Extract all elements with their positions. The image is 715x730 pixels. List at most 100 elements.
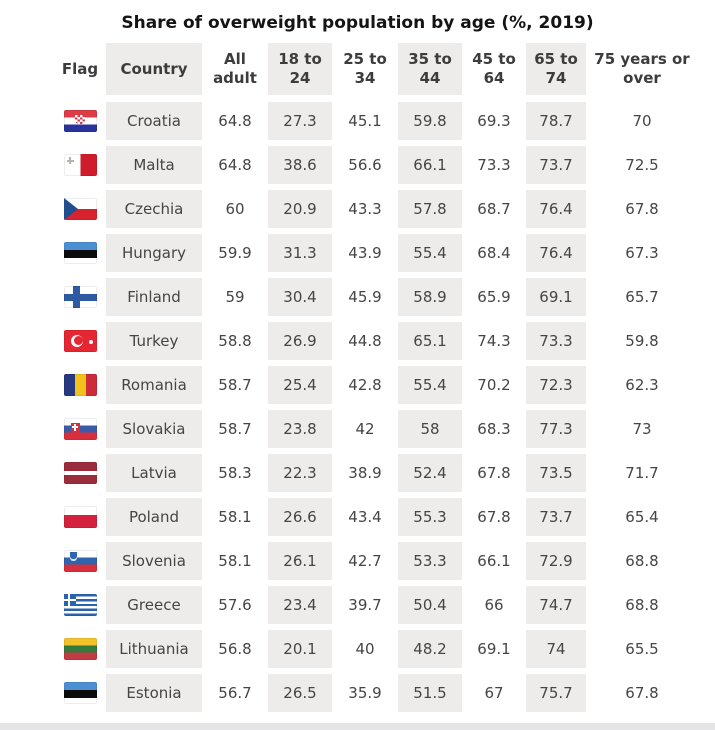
greece-flag-icon bbox=[63, 594, 97, 616]
slovakia-flag-icon bbox=[63, 418, 97, 440]
table-row: Romania 58.7 25.4 42.8 55.4 70.2 72.3 62… bbox=[58, 366, 715, 404]
table-row: Latvia 58.3 22.3 38.9 52.4 67.8 73.5 71.… bbox=[58, 454, 715, 492]
value-35-44: 57.8 bbox=[398, 190, 462, 228]
value-35-44: 50.4 bbox=[398, 586, 462, 624]
value-18-24: 31.3 bbox=[268, 234, 332, 272]
column-header-25-34: 25 to 34 bbox=[343, 50, 387, 87]
latvia-flag-icon bbox=[63, 462, 97, 484]
value-35-44: 58 bbox=[398, 410, 462, 448]
value-45-64: 73.3 bbox=[477, 156, 511, 174]
value-all-adult: 57.6 bbox=[218, 596, 252, 614]
value-all-adult: 60 bbox=[225, 200, 245, 218]
value-75-over: 65.5 bbox=[625, 640, 659, 658]
croatia-flag-icon bbox=[63, 110, 97, 132]
value-25-34: 42.8 bbox=[348, 376, 382, 394]
value-75-over: 68.8 bbox=[625, 596, 659, 614]
value-25-34: 56.6 bbox=[348, 156, 382, 174]
flag-cell bbox=[58, 146, 102, 184]
value-25-34: 43.4 bbox=[348, 508, 382, 526]
flag-cell bbox=[58, 630, 102, 668]
value-75-over: 59.8 bbox=[625, 332, 659, 350]
flag-cell bbox=[58, 322, 102, 360]
country-cell: Slovakia bbox=[106, 410, 202, 448]
table-rows: Croatia 64.8 27.3 45.1 59.8 69.3 78.7 70… bbox=[58, 102, 715, 712]
value-45-64: 66 bbox=[484, 596, 504, 614]
value-35-44: 55.3 bbox=[398, 498, 462, 536]
value-18-24: 26.9 bbox=[268, 322, 332, 360]
value-25-34: 42.7 bbox=[348, 552, 382, 570]
table-row: Slovakia 58.7 23.8 42 58 68.3 77.3 73 bbox=[58, 410, 715, 448]
value-18-24: 26.5 bbox=[268, 674, 332, 712]
flag-cell bbox=[58, 366, 102, 404]
flag-cell bbox=[58, 674, 102, 712]
table-row: Lithuania 56.8 20.1 40 48.2 69.1 74 65.5 bbox=[58, 630, 715, 668]
flag-cell bbox=[58, 498, 102, 536]
value-75-over: 72.5 bbox=[625, 156, 659, 174]
table-row: Slovenia 58.1 26.1 42.7 53.3 66.1 72.9 6… bbox=[58, 542, 715, 580]
value-25-34: 40 bbox=[355, 640, 375, 658]
value-65-74: 73.7 bbox=[526, 498, 586, 536]
value-25-34: 43.9 bbox=[348, 244, 382, 262]
value-18-24: 26.6 bbox=[268, 498, 332, 536]
flag-cell bbox=[58, 410, 102, 448]
malta-flag-icon bbox=[63, 154, 97, 176]
value-25-34: 45.9 bbox=[348, 288, 382, 306]
value-18-24: 27.3 bbox=[268, 102, 332, 140]
turkey-flag-icon bbox=[63, 330, 97, 352]
value-75-over: 73 bbox=[632, 420, 652, 438]
value-65-74: 75.7 bbox=[526, 674, 586, 712]
table-row: Czechia 60 20.9 43.3 57.8 68.7 76.4 67.8 bbox=[58, 190, 715, 228]
value-65-74: 73.7 bbox=[526, 146, 586, 184]
value-45-64: 74.3 bbox=[477, 332, 511, 350]
poland-flag-icon bbox=[63, 506, 97, 528]
table-row: Finland 59 30.4 45.9 58.9 65.9 69.1 65.7 bbox=[58, 278, 715, 316]
value-45-64: 68.7 bbox=[477, 200, 511, 218]
table-row: Estonia 56.7 26.5 35.9 51.5 67 75.7 67.8 bbox=[58, 674, 715, 712]
czechia-flag-icon bbox=[63, 198, 97, 220]
value-18-24: 38.6 bbox=[268, 146, 332, 184]
value-all-adult: 58.3 bbox=[218, 464, 252, 482]
value-18-24: 20.1 bbox=[268, 630, 332, 668]
table-row: Malta 64.8 38.6 56.6 66.1 73.3 73.7 72.5 bbox=[58, 146, 715, 184]
column-header-country: Country bbox=[106, 43, 202, 95]
value-all-adult: 58.1 bbox=[218, 552, 252, 570]
value-65-74: 76.4 bbox=[526, 190, 586, 228]
value-all-adult: 59.9 bbox=[218, 244, 252, 262]
value-25-34: 43.3 bbox=[348, 200, 382, 218]
value-all-adult: 56.7 bbox=[218, 684, 252, 702]
value-35-44: 48.2 bbox=[398, 630, 462, 668]
country-cell: Romania bbox=[106, 366, 202, 404]
column-header-flag: Flag bbox=[61, 59, 99, 78]
flag-cell bbox=[58, 586, 102, 624]
value-45-64: 66.1 bbox=[477, 552, 511, 570]
value-65-74: 74.7 bbox=[526, 586, 586, 624]
value-75-over: 71.7 bbox=[625, 464, 659, 482]
value-35-44: 53.3 bbox=[398, 542, 462, 580]
country-cell: Czechia bbox=[106, 190, 202, 228]
country-cell: Malta bbox=[106, 146, 202, 184]
value-45-64: 65.9 bbox=[477, 288, 511, 306]
value-75-over: 67.8 bbox=[625, 200, 659, 218]
value-25-34: 39.7 bbox=[348, 596, 382, 614]
value-75-over: 65.4 bbox=[625, 508, 659, 526]
value-25-34: 42 bbox=[355, 420, 375, 438]
table-row: Poland 58.1 26.6 43.4 55.3 67.8 73.7 65.… bbox=[58, 498, 715, 536]
value-65-74: 72.9 bbox=[526, 542, 586, 580]
value-45-64: 68.4 bbox=[477, 244, 511, 262]
value-75-over: 65.7 bbox=[625, 288, 659, 306]
value-all-adult: 58.7 bbox=[218, 420, 252, 438]
bottom-strip bbox=[0, 723, 715, 730]
table-header: Flag Country All adult 18 to 24 25 to 34… bbox=[58, 43, 715, 95]
value-all-adult: 58.8 bbox=[218, 332, 252, 350]
value-all-adult: 64.8 bbox=[218, 156, 252, 174]
column-header-all-adult: All adult bbox=[213, 50, 257, 87]
table-row: Turkey 58.8 26.9 44.8 65.1 74.3 73.3 59.… bbox=[58, 322, 715, 360]
value-18-24: 30.4 bbox=[268, 278, 332, 316]
country-cell: Croatia bbox=[106, 102, 202, 140]
value-35-44: 51.5 bbox=[398, 674, 462, 712]
slovenia-flag-icon bbox=[63, 550, 97, 572]
value-all-adult: 58.7 bbox=[218, 376, 252, 394]
value-25-34: 45.1 bbox=[348, 112, 382, 130]
flag-cell bbox=[58, 542, 102, 580]
value-18-24: 22.3 bbox=[268, 454, 332, 492]
